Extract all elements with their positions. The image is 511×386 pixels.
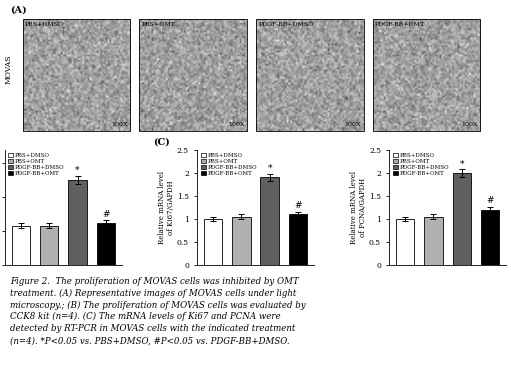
- Legend: PBS+DMSO, PBS+OMT, PDGF-BB+DMSO, PDGF-BB+OMT: PBS+DMSO, PBS+OMT, PDGF-BB+DMSO, PDGF-BB…: [200, 153, 258, 176]
- Bar: [232, 217, 250, 265]
- Text: #: #: [294, 201, 302, 210]
- Text: MOVAS: MOVAS: [5, 54, 13, 84]
- Bar: [424, 217, 443, 265]
- Bar: [261, 178, 279, 265]
- Bar: [396, 219, 414, 265]
- Legend: PBS+DMSO, PBS+OMT, PDGF-BB+DMSO, PDGF-BB+OMT: PBS+DMSO, PBS+OMT, PDGF-BB+DMSO, PDGF-BB…: [392, 153, 450, 176]
- Text: Figure 2.  The proliferation of MOVAS cells was inhibited by OMT
treatment. (A) : Figure 2. The proliferation of MOVAS cel…: [10, 276, 306, 345]
- Y-axis label: Relative mRNA level
of PCNA/GAPDH: Relative mRNA level of PCNA/GAPDH: [350, 171, 367, 244]
- Bar: [22, 19, 130, 131]
- Text: PBS+DMSO: PBS+DMSO: [25, 22, 64, 27]
- Text: 100X: 100X: [228, 122, 244, 127]
- Text: (C): (C): [153, 137, 170, 146]
- Y-axis label: Relative mRNA level
of Ki67/GAPDH: Relative mRNA level of Ki67/GAPDH: [157, 171, 175, 244]
- Bar: [289, 214, 307, 265]
- Text: #: #: [102, 210, 110, 219]
- Bar: [481, 210, 499, 265]
- Text: (A): (A): [10, 5, 27, 14]
- Bar: [97, 223, 115, 265]
- Text: *: *: [75, 166, 80, 175]
- Text: PDGF-BB+DMSO: PDGF-BB+DMSO: [259, 22, 314, 27]
- Text: 100X: 100X: [111, 122, 128, 127]
- Legend: PBS+DMSO, PBS+OMT, PDGF-BB+DMSO, PDGF-BB+OMT: PBS+DMSO, PBS+OMT, PDGF-BB+DMSO, PDGF-BB…: [8, 153, 65, 176]
- Text: *: *: [267, 164, 272, 173]
- Text: #: #: [486, 196, 494, 205]
- Text: 100X: 100X: [461, 122, 478, 127]
- Bar: [68, 180, 87, 265]
- Text: *: *: [459, 159, 464, 168]
- Bar: [256, 19, 364, 131]
- Bar: [12, 226, 30, 265]
- Bar: [453, 173, 471, 265]
- Bar: [204, 219, 222, 265]
- Bar: [40, 226, 58, 265]
- Bar: [373, 19, 480, 131]
- Text: PDGF-BB+OMT: PDGF-BB+OMT: [375, 22, 425, 27]
- Text: PBS+OMT: PBS+OMT: [142, 22, 176, 27]
- Bar: [140, 19, 247, 131]
- Text: 100X: 100X: [344, 122, 361, 127]
